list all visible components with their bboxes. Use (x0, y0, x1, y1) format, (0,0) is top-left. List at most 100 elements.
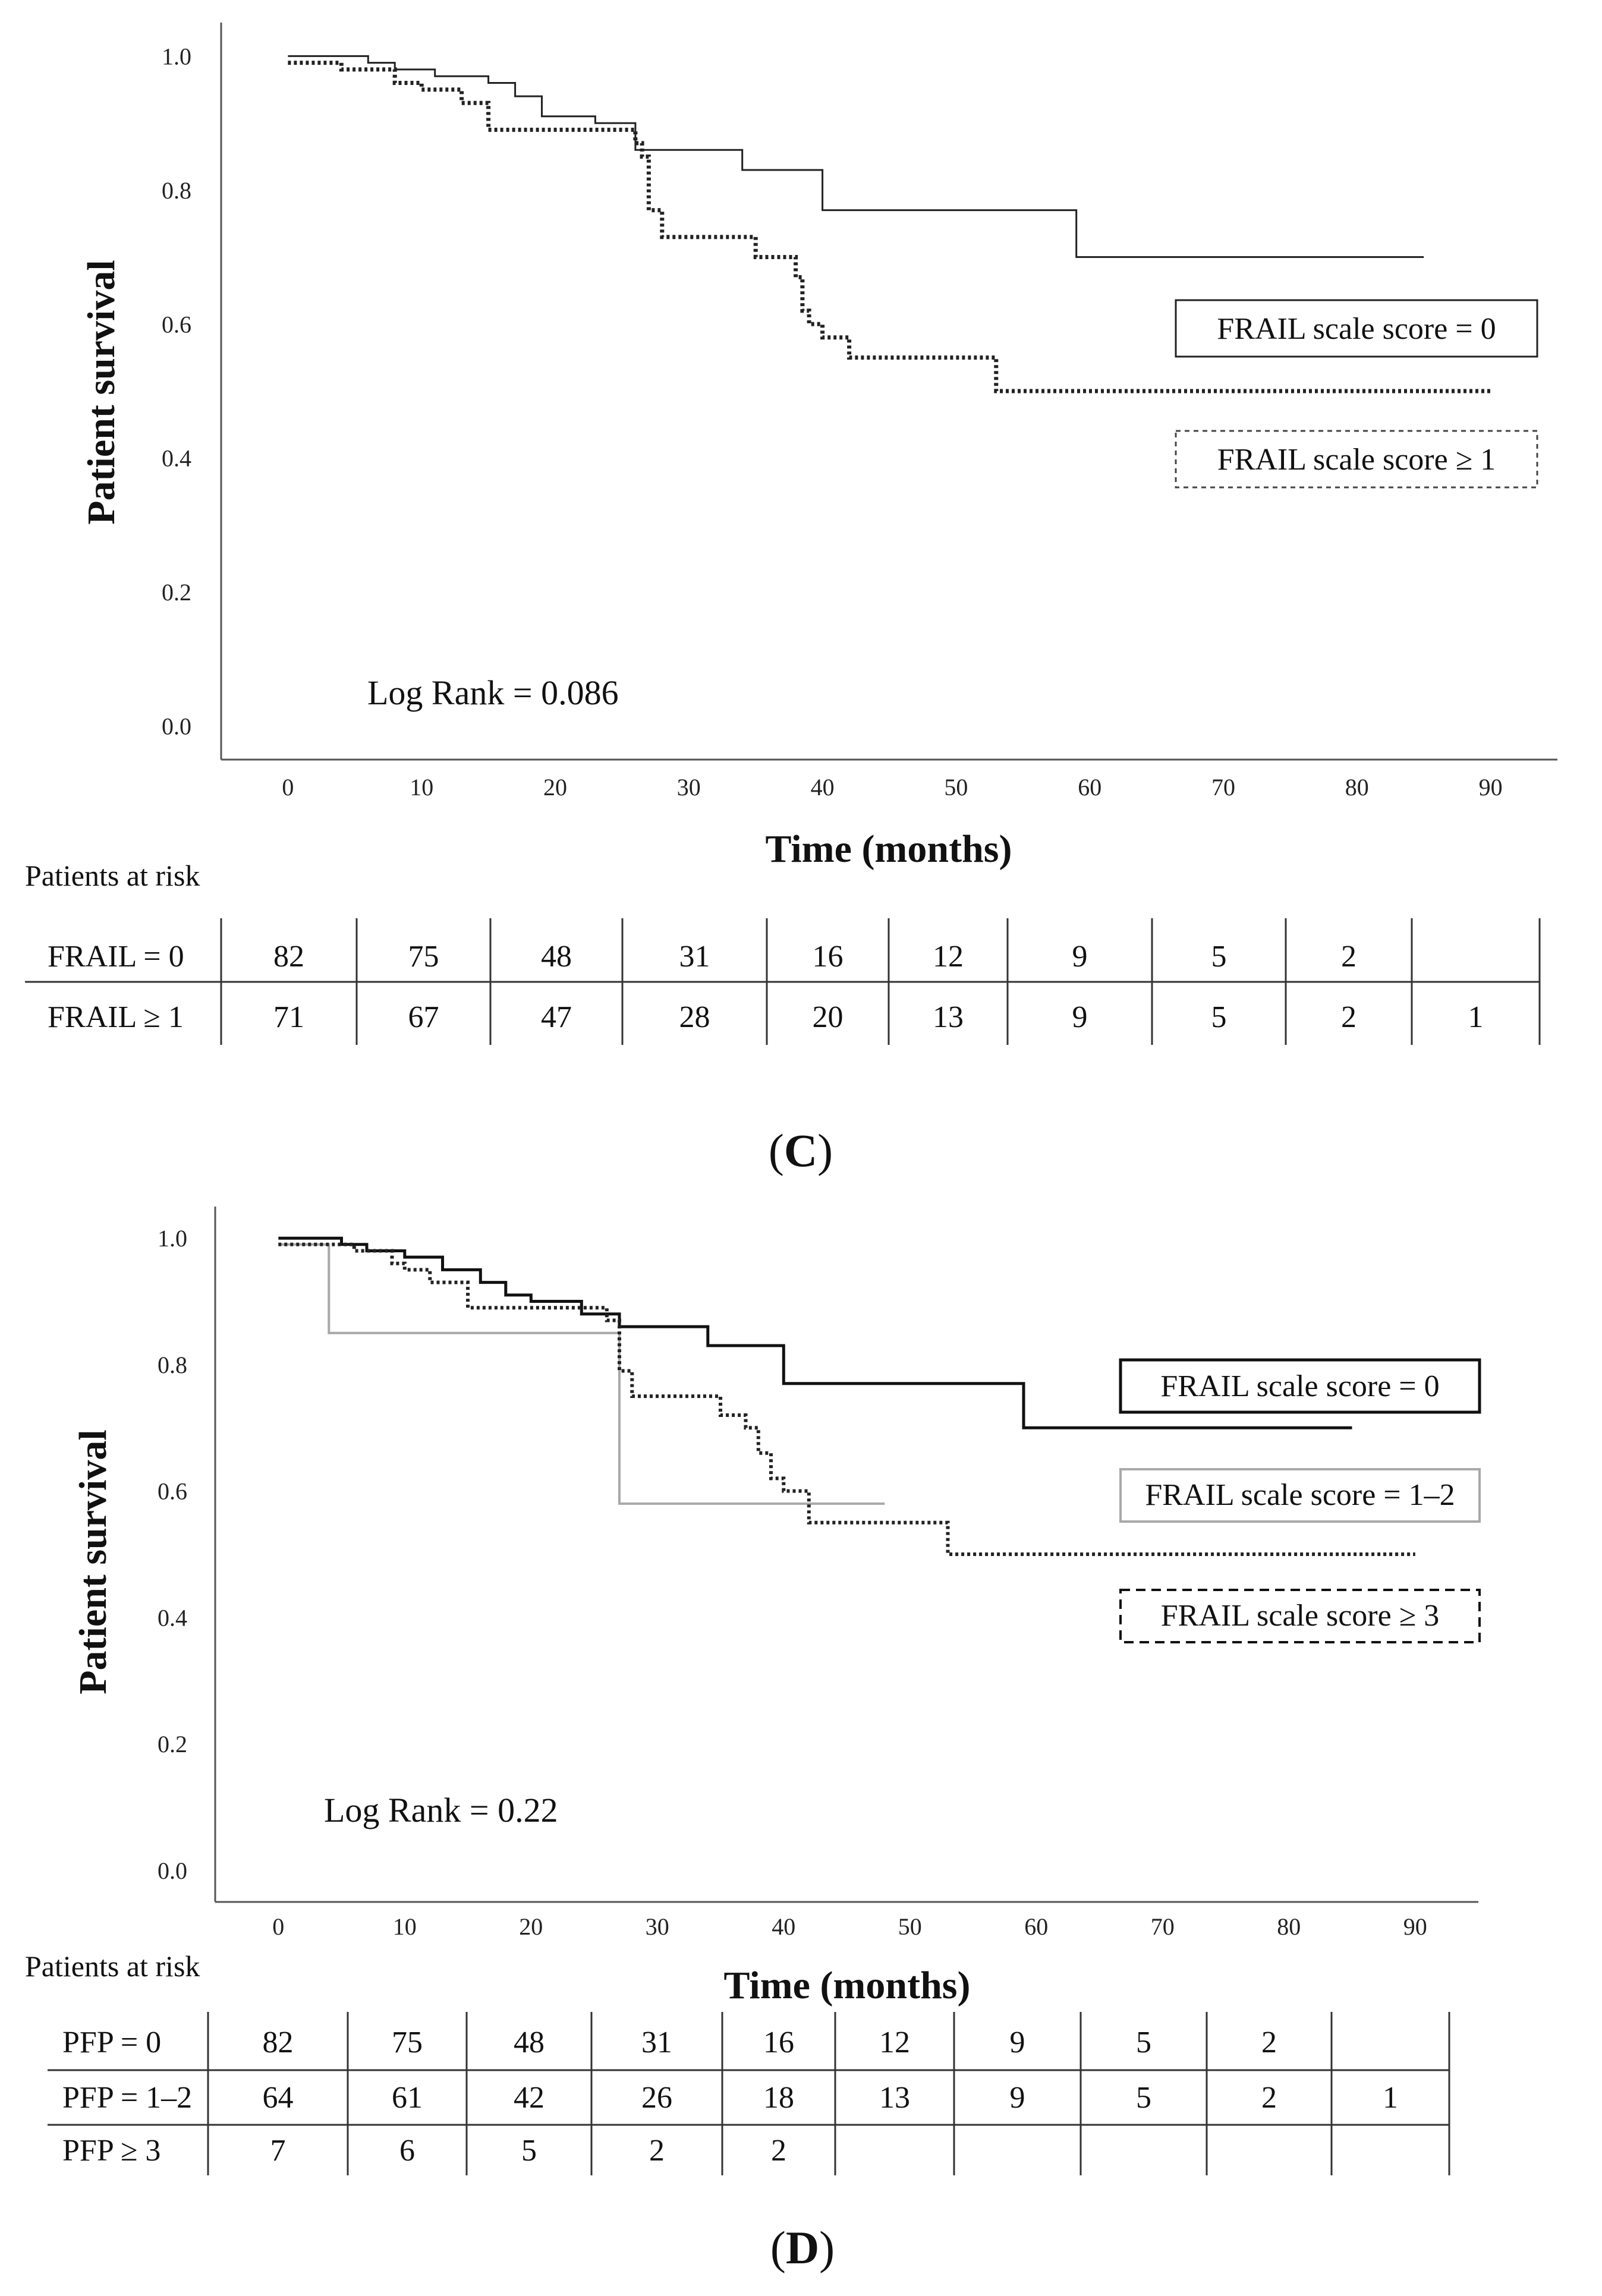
panel-d-chart: 0.0 0.2 0.4 0.6 0.8 1.0 0 10 20 30 40 50 60 70 80 90 P… (71, 1207, 1481, 2007)
c-legend-solid: FRAIL scale score = 0 (1175, 299, 1538, 358)
d-risk-title: Patients at risk (25, 1949, 200, 1983)
c-risk-value: 28 (679, 1000, 710, 1034)
d-panel-close: ) (819, 2222, 835, 2273)
c-risk-value: 9 (1072, 1000, 1088, 1034)
d-risk-value: 13 (879, 2081, 910, 2115)
d-risk-value: 61 (392, 2081, 423, 2115)
d-x-tick-label: 80 (1277, 1913, 1301, 1940)
d-x-tick-label: 50 (898, 1913, 922, 1940)
d-risk-value: 82 (263, 2026, 294, 2059)
c-risk-value: 47 (541, 1000, 572, 1034)
d-y-tick-label: 1.0 (158, 1225, 187, 1252)
d-x-tick-label: 0 (272, 1913, 284, 1940)
c-series-line-dotted (288, 61, 1491, 393)
c-x-tick-label: 30 (677, 774, 701, 801)
d-risk-value: 5 (1136, 2026, 1151, 2059)
d-risk-value: 12 (879, 2026, 910, 2059)
c-x-tick-label: 10 (410, 774, 433, 801)
d-risk-value: 2 (771, 2134, 786, 2168)
c-panel-close: ) (817, 1125, 833, 1176)
c-risk-value: 16 (813, 940, 844, 974)
c-x-tick-label: 0 (282, 774, 294, 801)
c-x-axis-title: Time (months) (766, 827, 1012, 871)
c-risk-value: 82 (273, 940, 304, 974)
d-legend-dashed: FRAIL scale score ≥ 3 (1119, 1589, 1481, 1643)
d-y-tick-label: 0.4 (158, 1604, 187, 1631)
d-risk-table: Patients at risk PFP = 0 82 75 48 31 16 12 9 5 2P… (25, 1949, 1450, 2175)
c-risk-value: 71 (273, 1000, 304, 1034)
c-legend-dotted-box (1175, 430, 1538, 489)
d-x-tick-label: 30 (646, 1913, 669, 1940)
d-x-ticks: 0 10 20 30 40 50 60 70 80 90 (272, 1913, 1427, 1940)
c-risk-value: 1 (1468, 1000, 1484, 1034)
d-risk-row-label: PFP ≥ 3 (62, 2134, 160, 2168)
d-risk-value: 31 (641, 2026, 672, 2059)
d-series-line-gray (278, 1243, 885, 1505)
c-risk-value: 2 (1341, 1000, 1356, 1034)
c-legend-solid-box (1175, 299, 1538, 358)
d-risk-value: 2 (1261, 2081, 1277, 2115)
d-y-tick-label: 0.6 (158, 1478, 187, 1505)
panel-c-chart: 0.0 0.2 0.4 0.6 0.8 1.0 0 10 20 30 40 50 60 70 80 90 P… (80, 23, 1557, 871)
d-risk-value: 1 (1383, 2081, 1398, 2115)
c-series-line-solid (288, 55, 1424, 258)
d-y-ticks: 0.0 0.2 0.4 0.6 0.8 1.0 (158, 1225, 187, 1884)
c-risk-value: 12 (933, 940, 964, 974)
c-risk-row-label: FRAIL ≥ 1 (48, 1000, 184, 1034)
d-risk-value: 42 (514, 2081, 545, 2115)
d-legend-solid-label: FRAIL scale score = 0 (1160, 1369, 1439, 1403)
d-risk-row-label: PFP = 0 (62, 2026, 161, 2059)
d-x-tick-label: 70 (1151, 1913, 1175, 1940)
d-panel-label: (D) (770, 2222, 835, 2273)
c-x-tick-label: 40 (811, 774, 835, 801)
d-legend-solid: FRAIL scale score = 0 (1119, 1358, 1481, 1414)
d-risk-value: 26 (641, 2081, 672, 2115)
d-y-tick-label: 0.0 (158, 1857, 187, 1884)
d-risk-value: 16 (763, 2026, 794, 2059)
d-risk-value: 5 (1136, 2081, 1151, 2115)
d-risk-value: 64 (263, 2081, 294, 2115)
c-legend-dotted: FRAIL scale score ≥ 1 (1175, 430, 1538, 489)
c-risk-value: 31 (679, 940, 710, 974)
c-y-tick-label: 0.6 (162, 311, 191, 338)
c-panel-open: ( (769, 1125, 784, 1176)
c-panel-label: (C) (769, 1125, 833, 1176)
c-x-tick-label: 90 (1479, 774, 1503, 801)
c-x-ticks: 0 10 20 30 40 50 60 70 80 90 (282, 774, 1502, 801)
c-risk-value: 13 (933, 1000, 964, 1034)
c-risk-value: 75 (408, 940, 439, 974)
d-x-tick-label: 90 (1403, 1913, 1427, 1940)
c-risk-value: 2 (1341, 940, 1356, 974)
c-y-axis-title: Patient survival (80, 260, 123, 524)
d-panel-letter: D (786, 2222, 819, 2273)
d-legend-dashed-label: FRAIL scale score ≥ 3 (1161, 1599, 1439, 1633)
d-risk-value: 75 (392, 2026, 423, 2059)
c-risk-value: 48 (541, 940, 572, 974)
d-x-tick-label: 40 (772, 1913, 795, 1940)
d-x-tick-label: 10 (393, 1913, 417, 1940)
d-y-tick-label: 0.2 (158, 1731, 187, 1758)
c-risk-row-label: FRAIL = 0 (48, 940, 184, 974)
d-legend-solid-box (1119, 1358, 1481, 1414)
d-x-tick-label: 60 (1024, 1913, 1048, 1940)
d-y-tick-label: 0.8 (158, 1352, 187, 1378)
d-risk-value: 6 (399, 2134, 415, 2168)
c-y-tick-label: 0.4 (162, 445, 191, 472)
d-risk-row-label: PFP = 1–2 (62, 2081, 192, 2115)
d-risk-value: 2 (649, 2134, 665, 2168)
c-risk-title: Patients at risk (25, 859, 200, 892)
d-risk-value: 9 (1010, 2081, 1025, 2115)
d-x-axis-title: Time (months) (724, 1964, 971, 2007)
c-risk-value: 9 (1072, 940, 1088, 974)
c-x-tick-label: 70 (1211, 774, 1235, 801)
c-y-ticks: 0.0 0.2 0.4 0.6 0.8 1.0 (162, 43, 191, 739)
d-risk-value: 48 (514, 2026, 545, 2059)
c-y-tick-label: 0.0 (162, 713, 191, 740)
d-risk-value: 5 (521, 2134, 537, 2168)
c-series-group (288, 55, 1491, 393)
d-legend-gray: FRAIL scale score = 1–2 (1119, 1468, 1481, 1523)
c-x-tick-label: 20 (543, 774, 567, 801)
c-risk-value: 67 (408, 1000, 439, 1034)
